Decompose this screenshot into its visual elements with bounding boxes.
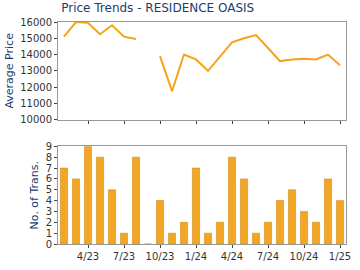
svg-text:13000: 13000 xyxy=(20,65,52,76)
svg-text:10000: 10000 xyxy=(20,114,52,125)
svg-text:2: 2 xyxy=(46,217,52,228)
svg-text:10/23: 10/23 xyxy=(146,251,175,262)
svg-text:8: 8 xyxy=(46,152,52,163)
svg-text:7/24: 7/24 xyxy=(257,251,279,262)
svg-text:15000: 15000 xyxy=(20,33,52,44)
svg-text:4: 4 xyxy=(46,195,52,206)
svg-text:Average Price: Average Price xyxy=(3,33,16,109)
svg-text:12000: 12000 xyxy=(20,82,52,93)
svg-text:11000: 11000 xyxy=(20,98,52,109)
svg-text:5: 5 xyxy=(46,184,52,195)
svg-text:6: 6 xyxy=(46,173,52,184)
svg-text:3: 3 xyxy=(46,206,52,217)
svg-text:1: 1 xyxy=(46,228,52,239)
svg-text:No. of Trans.: No. of Trans. xyxy=(28,161,41,229)
svg-text:4/23: 4/23 xyxy=(77,251,99,262)
svg-text:9: 9 xyxy=(46,141,52,152)
svg-text:14000: 14000 xyxy=(20,49,52,60)
svg-text:1/25: 1/25 xyxy=(329,251,351,262)
svg-text:16000: 16000 xyxy=(20,17,52,28)
svg-text:10/24: 10/24 xyxy=(290,251,319,262)
svg-text:0: 0 xyxy=(46,239,52,250)
svg-text:7: 7 xyxy=(46,163,52,174)
svg-text:4/24: 4/24 xyxy=(221,251,243,262)
svg-text:7/23: 7/23 xyxy=(113,251,135,262)
svg-text:Price Trends - RESIDENCE OASIS: Price Trends - RESIDENCE OASIS xyxy=(61,1,254,15)
svg-text:1/24: 1/24 xyxy=(185,251,207,262)
